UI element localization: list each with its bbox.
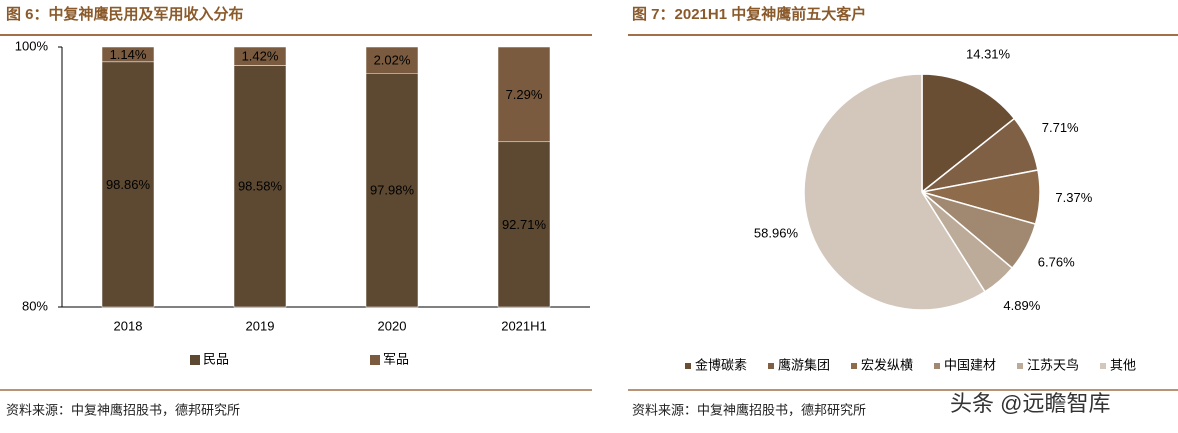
legend-swatch (685, 363, 691, 369)
bar (233, 46, 287, 66)
legend-swatch (370, 355, 380, 365)
value-label: 2.02% (374, 53, 411, 68)
legend-swatch (1017, 363, 1023, 369)
x-tick-label: 2020 (378, 318, 407, 333)
bar (365, 46, 419, 74)
legend-label: 中国建材 (944, 357, 996, 372)
value-label: 7.37% (1055, 190, 1092, 205)
legend-label: 金博碳素 (695, 357, 747, 372)
bar (497, 46, 551, 143)
legend-swatch (190, 355, 200, 365)
value-label: 92.71% (502, 217, 547, 232)
source: 资料来源：中复神鹰招股书，德邦研究所 (632, 403, 866, 419)
value-label: 1.42% (242, 49, 279, 64)
value-label: 7.71% (1042, 120, 1079, 135)
value-label: 1.14% (110, 47, 147, 62)
bar (101, 61, 155, 308)
y-tick-label: 80% (22, 298, 48, 313)
source: 资料来源：中复神鹰招股书，德邦研究所 (6, 403, 240, 419)
value-label: 14.31% (966, 47, 1011, 62)
legend-label: 鹰游集团 (778, 357, 830, 372)
bar (365, 73, 419, 308)
value-label: 97.98% (370, 183, 415, 198)
legend-swatch (768, 363, 774, 369)
x-tick-label: 2018 (114, 318, 143, 333)
legend-label: 宏发纵横 (861, 357, 913, 372)
watermark: 头条 @远瞻智库 (950, 391, 1110, 416)
legend-swatch (851, 363, 857, 369)
value-label: 4.89% (1003, 298, 1040, 313)
bar (497, 141, 551, 308)
chart-title: 图 7：2021H1 中复神鹰前五大客户 (632, 5, 866, 23)
value-label: 6.76% (1038, 255, 1075, 270)
x-tick-label: 2021H1 (501, 318, 547, 333)
x-tick-label: 2019 (246, 318, 275, 333)
value-label: 98.86% (106, 177, 151, 192)
legend-swatch (934, 363, 940, 369)
pie-slice (921, 73, 1016, 194)
legend-label: 军品 (383, 351, 409, 366)
chart-title: 图 6：中复神鹰民用及军用收入分布 (6, 5, 244, 23)
legend-label: 民品 (203, 351, 229, 366)
value-label: 58.96% (754, 226, 799, 241)
y-tick-label: 100% (15, 38, 49, 53)
value-label: 7.29% (506, 87, 543, 102)
bar (101, 46, 155, 63)
legend-swatch (1100, 363, 1106, 369)
legend-label: 其他 (1110, 357, 1136, 372)
legend-label: 江苏天鸟 (1027, 357, 1079, 372)
bar (233, 65, 287, 308)
value-label: 98.58% (238, 179, 283, 194)
pie-slice (803, 73, 987, 311)
